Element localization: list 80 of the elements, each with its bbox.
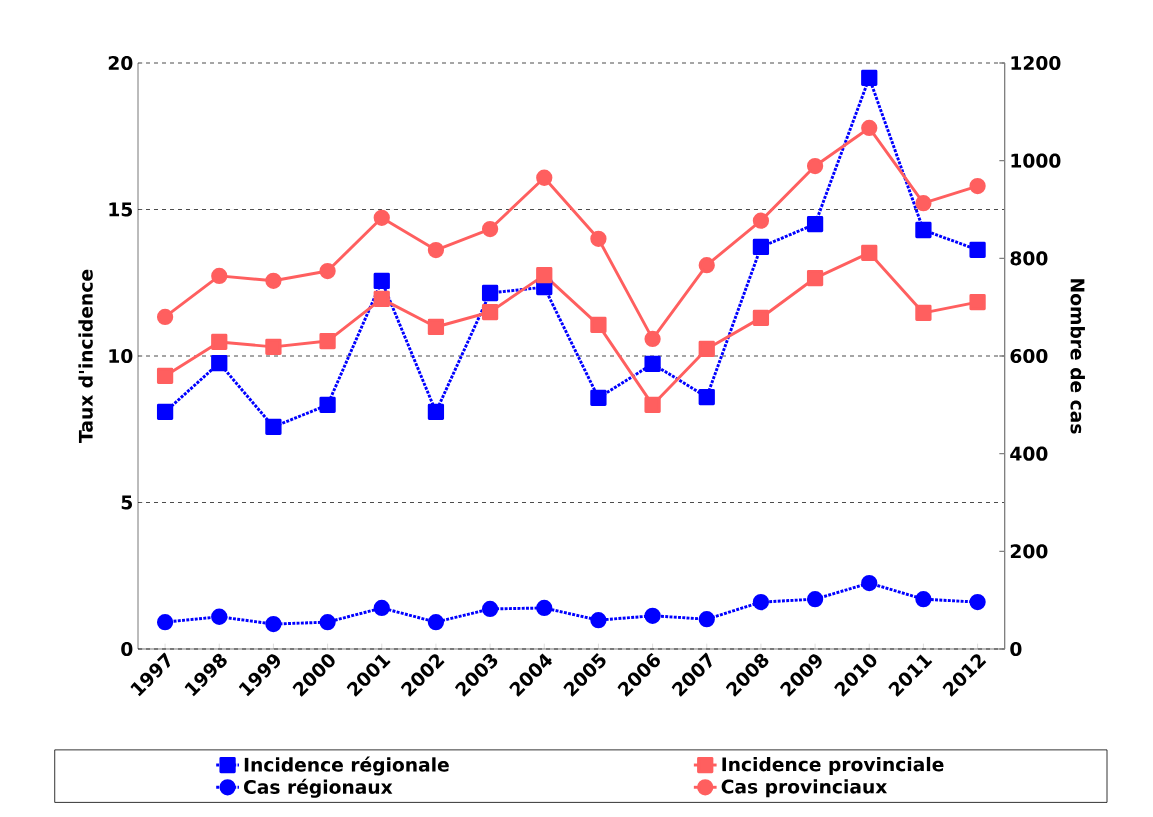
y2-tick-label: 1200 (1011, 55, 1061, 71)
point (481, 303, 499, 321)
point (265, 272, 282, 289)
point (427, 241, 445, 259)
point (319, 262, 336, 280)
point (156, 403, 174, 421)
point (969, 177, 986, 195)
point (427, 403, 445, 421)
point (698, 611, 715, 628)
point (156, 613, 174, 631)
point (481, 284, 499, 302)
y-tick-label: 10 (109, 348, 133, 364)
y-tick-label: 20 (108, 55, 133, 71)
point (319, 613, 336, 631)
point (265, 338, 282, 356)
point (644, 396, 661, 414)
point (373, 272, 390, 290)
y2-tick-label: 200 (1010, 544, 1048, 559)
y2-tick-label: 800 (1010, 251, 1048, 266)
legend-label: Incidence provinciale (722, 756, 944, 775)
y2-tick-label: 0 (1010, 641, 1022, 657)
point (861, 244, 878, 261)
point (861, 69, 878, 87)
point (211, 267, 228, 285)
point (373, 290, 390, 307)
point (590, 316, 607, 334)
y-axis-title: Taux d'incidence (78, 269, 93, 443)
y-tick-label: 5 (121, 495, 132, 510)
legend-label: Cas régionaux (244, 778, 393, 798)
point (427, 613, 445, 631)
point (915, 591, 932, 608)
point (969, 593, 986, 611)
point (481, 220, 499, 238)
point (752, 238, 770, 256)
point (861, 574, 878, 592)
point (698, 388, 715, 406)
point (806, 591, 824, 608)
point (644, 355, 661, 373)
point (806, 269, 824, 287)
y2-tick-label: 1000 (1011, 153, 1061, 168)
point (969, 241, 986, 259)
point (373, 209, 390, 226)
point (752, 212, 770, 229)
point (373, 599, 390, 617)
point (156, 367, 174, 385)
point (211, 608, 228, 625)
point (806, 216, 824, 233)
point (481, 600, 499, 618)
y2-axis-title: Nombre de cas (1070, 279, 1085, 434)
point (915, 221, 932, 239)
point (644, 330, 661, 348)
legend-label: Cas provinciaux (721, 779, 888, 798)
point (590, 230, 607, 247)
point (915, 195, 932, 212)
point (752, 593, 770, 611)
point (915, 304, 932, 322)
point (752, 309, 770, 327)
point (536, 599, 553, 617)
point (211, 333, 228, 351)
y2-tick-label: 400 (1010, 446, 1048, 461)
y-tick-label: 15 (109, 202, 132, 217)
point (806, 157, 824, 175)
point (427, 318, 445, 336)
point (156, 308, 174, 326)
point (211, 354, 228, 372)
point (319, 332, 336, 350)
point (698, 257, 715, 274)
legend-label: Incidence régionale (244, 756, 449, 776)
point (536, 266, 553, 284)
y2-tick-label: 600 (1010, 348, 1048, 364)
point (644, 607, 661, 624)
point (590, 612, 607, 629)
point (861, 119, 878, 137)
point (319, 396, 336, 414)
point (265, 418, 282, 436)
point (698, 340, 715, 358)
point (590, 389, 607, 407)
point (265, 615, 282, 633)
point (536, 169, 553, 186)
point (969, 293, 986, 311)
